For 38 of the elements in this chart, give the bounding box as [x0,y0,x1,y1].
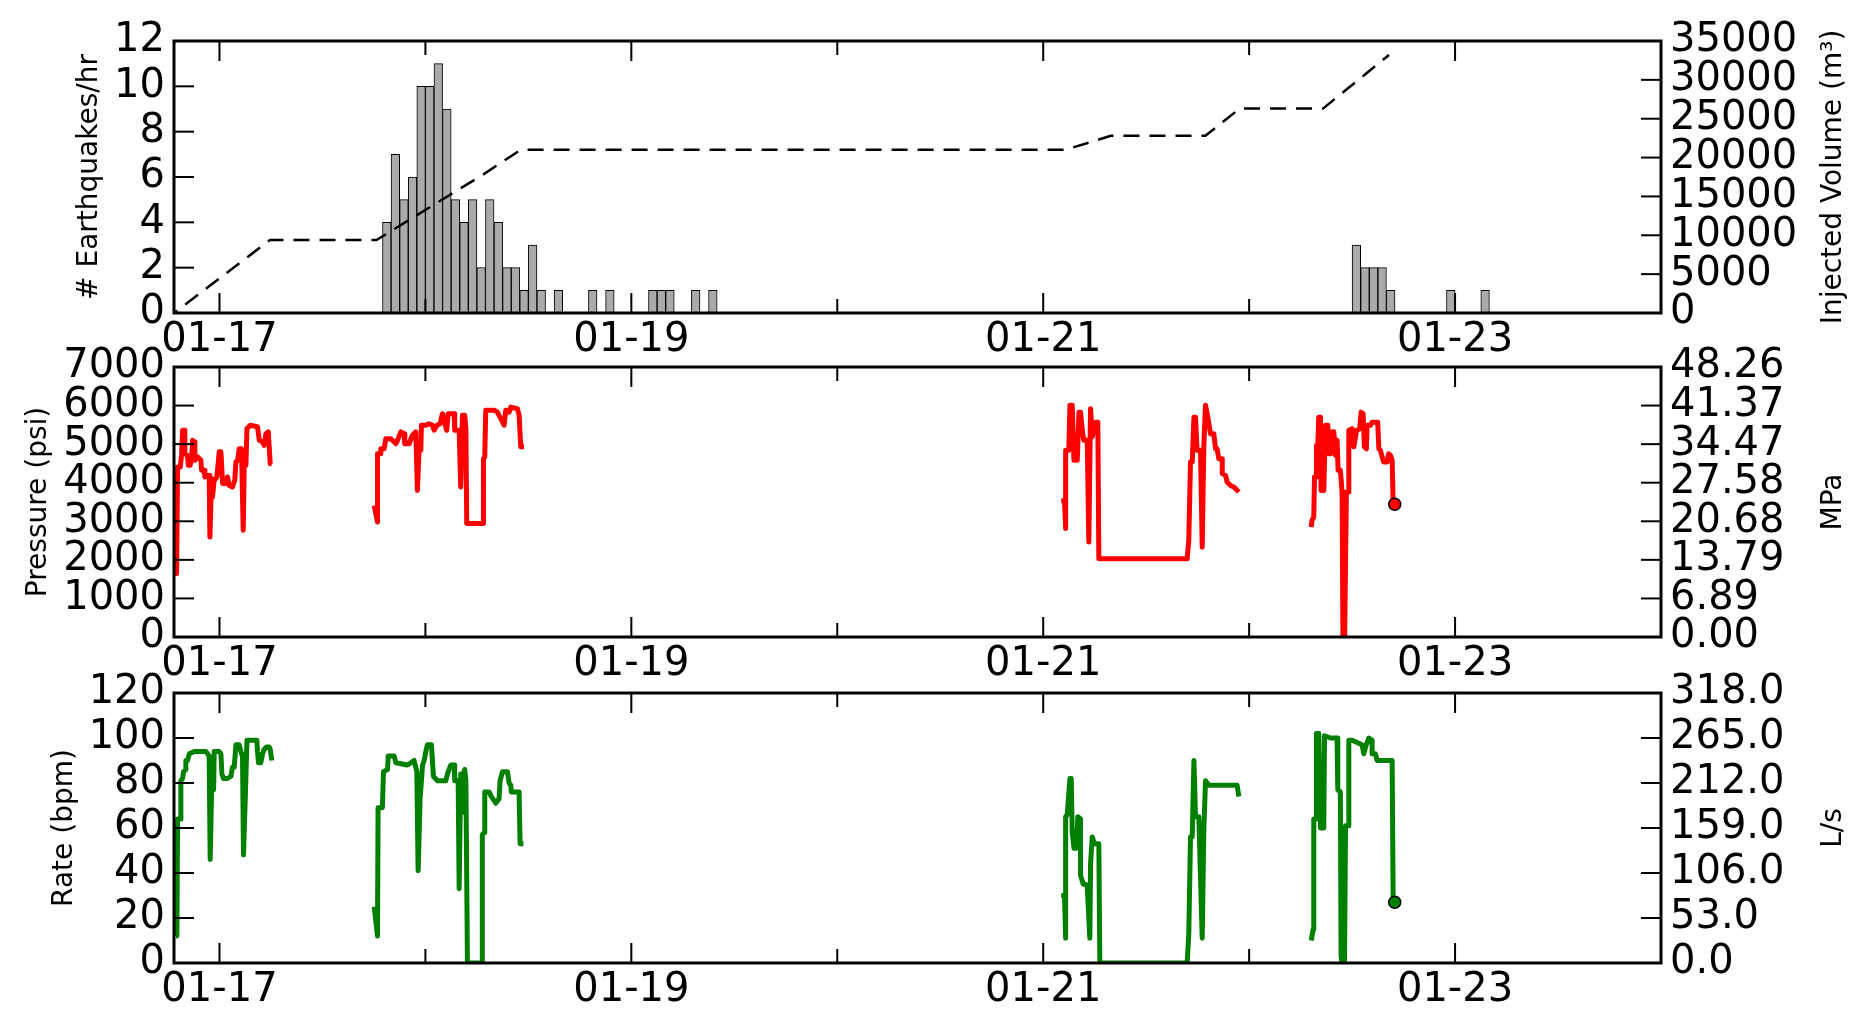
x-tick-label: 01-23 [1396,638,1514,685]
y-tick-label: 100 [88,711,165,758]
y2-axis-title: MPa [1815,473,1849,531]
y2-tick-label: 212.0 [1670,756,1785,803]
x-tick-label: 01-19 [573,964,690,1011]
y2-axis-title: L/s [1815,808,1849,848]
y2-axis-title: Injected Volume (m³) [1815,29,1849,325]
y-tick-label: 10 [114,59,165,106]
y2-tick-label: 106.0 [1670,846,1785,893]
y-axis-title: Pressure (psi) [20,406,54,598]
y2-tick-label: 0.0 [1670,936,1734,983]
y-tick-label: 12 [114,14,165,61]
y-tick-label: 6000 [63,378,165,425]
y-tick-label: 0 [139,286,165,333]
y-axis-title: # Earthquakes/hr [71,53,105,300]
y2-tick-label: 159.0 [1670,801,1785,848]
y2-tick-label: 265.0 [1670,711,1785,758]
y-tick-label: 2 [139,241,165,288]
y2-tick-label: 318.0 [1670,666,1785,713]
y2-tick-label: 41.37 [1670,378,1785,425]
y-tick-label: 40 [114,846,165,893]
y-axis-title: Rate (bpm) [45,749,79,907]
x-tick-label: 01-21 [985,314,1102,361]
y-tick-label: 6 [139,150,165,197]
x-tick-label: 01-19 [573,638,690,685]
y-tick-label: 60 [114,801,165,848]
x-tick-label: 01-21 [985,964,1102,1011]
x-tick-label: 01-21 [985,638,1102,685]
y-tick-label: 80 [114,756,165,803]
x-tick-label: 01-23 [1396,314,1514,361]
x-tick-label: 01-19 [573,314,690,361]
y-tick-label: 8 [139,105,165,152]
y2-tick-label: 0.00 [1670,610,1760,657]
y2-tick-label: 0 [1670,286,1696,333]
x-tick-label: 01-23 [1396,964,1514,1011]
y-tick-label: 4 [139,195,165,242]
y-tick-label: 20 [114,891,165,938]
y2-tick-label: 53.0 [1670,891,1760,938]
